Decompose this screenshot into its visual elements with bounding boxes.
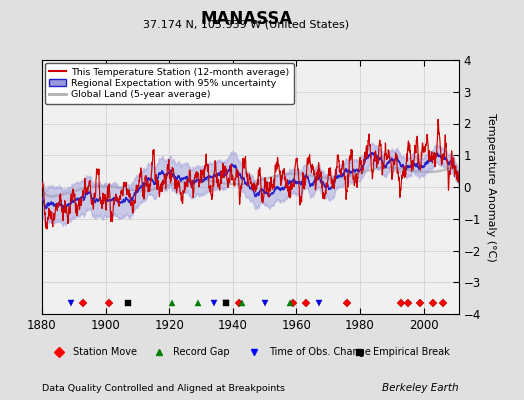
Text: MANASSA: MANASSA	[200, 10, 292, 28]
Text: Empirical Break: Empirical Break	[373, 347, 450, 357]
Text: Berkeley Earth: Berkeley Earth	[382, 383, 458, 393]
Y-axis label: Temperature Anomaly (°C): Temperature Anomaly (°C)	[486, 113, 496, 261]
Text: Data Quality Controlled and Aligned at Breakpoints: Data Quality Controlled and Aligned at B…	[42, 384, 285, 393]
Legend: This Temperature Station (12-month average), Regional Expectation with 95% uncer: This Temperature Station (12-month avera…	[45, 63, 294, 104]
Text: Station Move: Station Move	[73, 347, 137, 357]
Text: Time of Obs. Change: Time of Obs. Change	[269, 347, 371, 357]
Text: 37.174 N, 105.939 W (United States): 37.174 N, 105.939 W (United States)	[143, 19, 350, 29]
Text: Record Gap: Record Gap	[173, 347, 230, 357]
